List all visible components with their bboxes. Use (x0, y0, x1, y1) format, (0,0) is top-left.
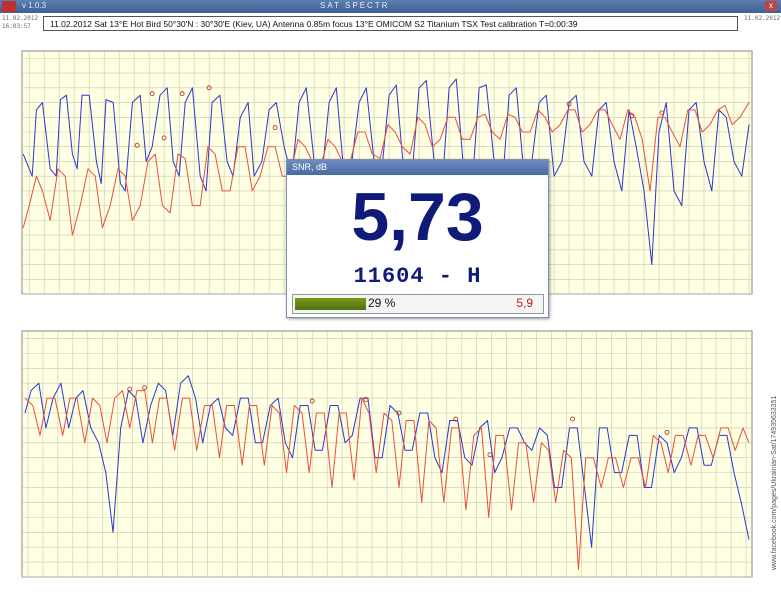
app-logo-icon (2, 1, 16, 12)
close-button[interactable]: x (765, 1, 777, 11)
snr-peak: 5,9 (516, 296, 533, 310)
chart1-peak-marker (396, 410, 402, 416)
credit-strip: www.facebook.com/pages/Ukrainian-Sat/174… (771, 396, 778, 571)
chart0-peak-marker (161, 135, 167, 141)
chart0-series-18v (22, 102, 750, 236)
chart0-series-13v (22, 78, 750, 265)
chart1-peak-marker (309, 398, 315, 404)
chart1-peak-marker (453, 416, 459, 422)
side-date-right: 11.02.2012 (744, 15, 781, 22)
chart0-peak-marker (272, 125, 278, 130)
chart0-peak-marker (629, 113, 635, 119)
snr-level-fill (295, 298, 367, 310)
chart1-series-13v (24, 375, 750, 548)
chart0-peak-marker (566, 101, 572, 107)
chart0-peak-marker (149, 91, 155, 97)
side-date: 11.02.2012 (2, 15, 39, 22)
chart0-peak-marker (659, 110, 665, 116)
snr-level-bar: 29 % 5,9 (292, 294, 544, 314)
chart1-peak-marker (570, 416, 575, 422)
chart1-peak-marker (127, 386, 133, 392)
measurement-info: 11.02.2012 Sat 13°E Hot Bird 50°30'N : 3… (43, 16, 738, 31)
chart0-peak-marker (179, 91, 185, 97)
credit-text: www.facebook.com/pages/Ukrainian-Sat/174… (771, 396, 778, 571)
side-time: 16:03:57 (2, 23, 31, 30)
chart1-peak-marker (664, 429, 670, 435)
chart1-series-18v (24, 390, 750, 570)
snr-value: 5,73 (351, 179, 484, 255)
snr-title: SNR, dB (287, 160, 548, 175)
snr-frequency: 11604 - H (353, 264, 482, 289)
snr-panel: SNR, dB 5,73 11604 - H 29 % 5,9 (286, 159, 549, 318)
chart0-peak-marker (206, 85, 212, 91)
chart0-peak-marker (134, 142, 140, 148)
chart1-peak-marker (487, 452, 493, 458)
app-title: SAT SPECTR (320, 1, 390, 10)
snr-percent: 29 % (368, 296, 396, 310)
chart1-peak-marker (363, 397, 369, 402)
version-label: v 1.0.3 (22, 1, 47, 10)
chart1-peak-marker (142, 385, 148, 391)
title-bar: v 1.0.3 SAT SPECTR x (0, 0, 781, 13)
